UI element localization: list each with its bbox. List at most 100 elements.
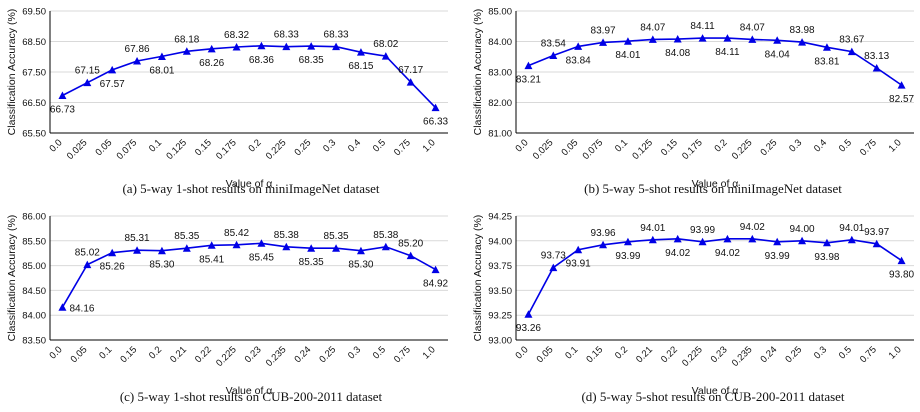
data-label: 85.35 — [174, 231, 199, 242]
x-tick-label: 0.225 — [264, 137, 289, 162]
x-tick-label: 0.235 — [264, 344, 289, 369]
data-label: 85.20 — [398, 239, 423, 250]
data-point — [847, 235, 856, 244]
data-label: 84.07 — [740, 22, 765, 33]
y-tick-label: 66.50 — [22, 98, 46, 109]
y-tick-label: 83.00 — [488, 68, 512, 79]
x-tick-label: 0.75 — [392, 137, 413, 158]
data-label: 93.97 — [864, 227, 889, 238]
data-point — [406, 78, 415, 86]
data-label: 85.31 — [125, 233, 150, 244]
x-tick-label: 0.5 — [371, 344, 388, 361]
y-tick-label: 85.50 — [22, 236, 46, 247]
data-point — [599, 240, 608, 249]
data-label: 68.35 — [299, 55, 324, 66]
data-point — [897, 256, 906, 265]
data-label: 67.15 — [75, 66, 100, 77]
data-label: 93.99 — [765, 251, 790, 262]
x-tick-label: 0.3 — [787, 137, 804, 154]
data-label: 68.32 — [224, 30, 249, 41]
series-line — [528, 37, 903, 86]
x-tick-label: 0.1 — [563, 344, 580, 361]
x-tick-label: 0.75 — [392, 344, 413, 365]
data-point — [133, 57, 142, 65]
data-label: 83.54 — [541, 39, 566, 50]
chart-panel-0: 65.50 66.50 67.50 68.50 69.50 0.0 0.025 0.05 0.0… — [6, 7, 449, 197]
data-label: 93.73 — [541, 251, 566, 262]
data-point — [307, 244, 316, 252]
data-point — [332, 42, 341, 51]
y-tick-label: 67.50 — [22, 68, 46, 79]
series-line — [527, 237, 903, 315]
data-label: 67.57 — [100, 79, 125, 90]
data-point — [798, 236, 807, 245]
data-point — [307, 42, 316, 50]
data-label: 67.86 — [125, 44, 150, 55]
y-tick-label: 93.00 — [488, 336, 512, 347]
panel-caption: (c) 5-way 1-shot results on CUB-200-2011… — [120, 389, 383, 404]
data-point — [698, 34, 707, 42]
panel-caption: (a) 5-way 1-shot results on miniImageNet… — [122, 181, 379, 196]
panel-caption: (d) 5-way 5-shot results on CUB-200-2011… — [581, 389, 844, 404]
data-label: 93.96 — [591, 228, 616, 239]
data-point — [207, 44, 216, 53]
y-tick-label: 84.50 — [22, 286, 46, 297]
data-point — [182, 47, 191, 55]
x-axis-title: Value of α — [692, 178, 739, 190]
data-label: 84.04 — [765, 49, 790, 60]
x-tick-label: 0.4 — [812, 137, 829, 154]
data-label: 68.33 — [274, 30, 299, 41]
x-tick-label: 1.0 — [887, 344, 904, 361]
data-point — [773, 237, 782, 246]
x-tick-label: 0.5 — [837, 137, 854, 154]
y-tick-label: 85.00 — [22, 261, 46, 272]
x-tick-label: 0.23 — [709, 344, 730, 365]
x-tick-label: 0.21 — [634, 344, 655, 365]
data-point — [356, 48, 365, 56]
x-axis-title: Value of α — [226, 178, 273, 190]
data-point — [431, 103, 440, 112]
data-point — [822, 238, 831, 247]
data-label: 93.26 — [516, 323, 541, 334]
x-tick-label: 0.3 — [321, 137, 338, 154]
data-label: 93.99 — [690, 225, 715, 236]
data-label: 83.21 — [516, 75, 541, 86]
data-label: 84.11 — [715, 47, 740, 58]
data-label: 93.99 — [615, 251, 640, 262]
data-label: 93.80 — [889, 270, 914, 281]
x-tick-label: 0.05 — [535, 344, 556, 365]
x-tick-label: 0.3 — [812, 344, 829, 361]
y-tick-label: 93.75 — [488, 261, 512, 272]
data-point — [748, 35, 757, 43]
data-point — [822, 43, 831, 51]
data-point — [798, 38, 807, 46]
data-point — [108, 248, 117, 257]
data-point — [773, 36, 782, 44]
data-label: 68.36 — [249, 55, 274, 66]
data-label: 85.42 — [224, 228, 249, 239]
data-point — [232, 240, 241, 249]
data-point — [648, 35, 657, 43]
x-tick-label: 0.2 — [147, 344, 164, 361]
data-label: 85.41 — [199, 254, 224, 265]
data-point — [524, 310, 533, 318]
data-label: 94.02 — [715, 248, 740, 259]
data-label: 85.35 — [299, 257, 324, 268]
y-axis-title: Classification Accuracy (%) — [472, 215, 484, 342]
data-label: 85.38 — [274, 230, 299, 241]
data-label: 68.18 — [174, 34, 199, 45]
data-label: 83.97 — [591, 25, 616, 36]
data-label: 84.01 — [615, 50, 640, 61]
data-label: 85.35 — [324, 231, 349, 242]
x-tick-label: 0.225 — [214, 344, 239, 369]
x-tick-label: 0.175 — [680, 137, 705, 162]
chart-panel-1: 81.00 82.00 83.00 84.00 85.00 0.0 0.025 0.05 0.0… — [472, 7, 915, 197]
data-point — [748, 234, 757, 243]
y-tick-label: 85.00 — [488, 7, 512, 18]
data-point — [356, 246, 365, 255]
data-point — [623, 37, 632, 45]
chart-panel-2: 83.50 84.00 84.50 85.00 85.50 86.00 0.0 0.05 0.1… — [6, 212, 449, 405]
data-point — [83, 260, 92, 269]
y-axis-title: Classification Accuracy (%) — [6, 215, 18, 342]
data-label: 67.17 — [398, 65, 423, 76]
